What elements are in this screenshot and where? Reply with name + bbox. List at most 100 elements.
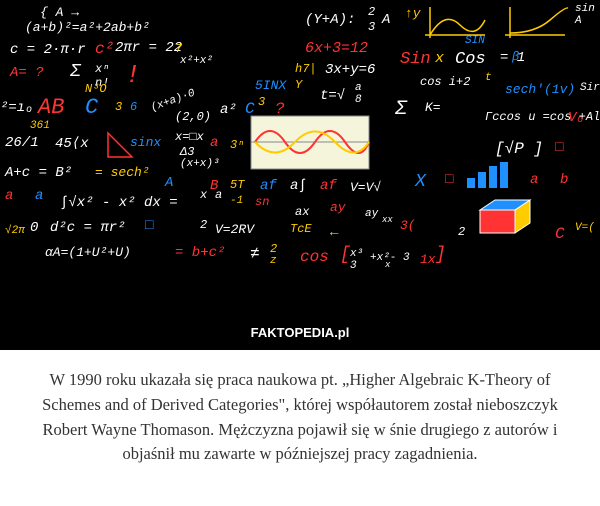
formula-text: x (385, 260, 390, 270)
formula-text: A (165, 175, 173, 191)
formula-text: cos (300, 248, 329, 266)
formula-text: Δ3 (180, 145, 194, 159)
formula-text: 3 (115, 100, 122, 114)
formula-text: αA=(1+U²+U) (45, 245, 131, 260)
formula-text: A= ? (10, 65, 44, 81)
formula-text: 2πr = 22 (115, 40, 182, 56)
formula-text: 3ⁿ (230, 138, 244, 152)
formula-text: ] (435, 245, 446, 265)
graph-box3d (475, 195, 535, 235)
formula-text: Σ (70, 62, 81, 82)
formula-text: C (85, 95, 98, 120)
formula-text: = sech² (95, 165, 150, 180)
formula-text: 2 (270, 242, 277, 256)
formula-text: A (382, 12, 390, 28)
formula-text: ax (295, 205, 309, 219)
formula-text: X (415, 172, 426, 192)
formula-text: sn (255, 195, 269, 209)
formula-text: (a+b)²=a²+2ab+b² (25, 20, 150, 35)
formula-text: a (35, 188, 43, 204)
formula-text: cos i+2 (420, 75, 470, 89)
formula-text: x³ (350, 248, 363, 260)
formula-text: ← (330, 225, 338, 241)
formula-text: ! (125, 60, 141, 90)
formula-text: Cos (455, 50, 486, 69)
formula-text: V=V√ (350, 180, 381, 195)
formula-text: ay (330, 200, 346, 215)
formula-text: 2 (458, 225, 465, 239)
formula-text: sin (575, 3, 595, 15)
watermark: FAKTOPEDIA.pl (245, 323, 356, 342)
formula-text: 0 (30, 220, 38, 236)
formula-text: a (355, 82, 362, 94)
formula-text: h7| (295, 62, 317, 76)
formula-text: Vₒ (568, 110, 585, 126)
formula-text: 2 (200, 218, 207, 232)
formula-text: { A → (40, 5, 79, 20)
formula-text: ∫√x² - x² dx = (60, 195, 178, 211)
formula-text: 6 (130, 100, 137, 114)
graph-axes (420, 5, 490, 40)
formula-text: c = 2·π·r (10, 42, 86, 58)
formula-text: ≠ (250, 245, 260, 263)
formula-text: sech'(1v) (505, 82, 575, 97)
formula-text: A+c = B² (5, 165, 72, 181)
formula-text: a (530, 172, 538, 188)
formula-text: 45⟨x (55, 135, 89, 152)
formula-text: N³O (85, 82, 107, 96)
formula-text: z (270, 255, 277, 267)
formula-text: V=2RV (215, 222, 254, 237)
formula-text: □ (555, 140, 563, 156)
math-formulas-background: { A →(a+b)²=a²+2ab+b² c = 2·π·r c²2πr = 22… (0, 0, 600, 350)
formula-text: d²c = πr² (50, 220, 126, 236)
formula-text: ²=ıₒ (0, 100, 34, 116)
formula-text: 3 (368, 20, 375, 34)
formula-text: 3 (258, 95, 265, 109)
formula-text: x (200, 188, 207, 202)
formula-text: Y (295, 78, 302, 92)
formula-text: √2π (5, 225, 25, 237)
formula-text: K= (425, 100, 441, 115)
formula-text: x=□x (175, 130, 204, 144)
formula-text: c² (95, 40, 114, 58)
formula-text: (x+x)³ (180, 158, 220, 170)
formula-text: (2,0) (175, 110, 211, 124)
formula-text: Sir (580, 82, 600, 94)
formula-text: V=( (575, 222, 595, 234)
formula-text: 8 (355, 94, 362, 106)
formula-text: -1 (230, 195, 243, 207)
formula-text: B (210, 178, 218, 194)
formula-text: x (435, 50, 444, 67)
formula-text: 361 (30, 120, 50, 132)
formula-text: xⁿ (95, 62, 109, 76)
graph-sinwave (250, 115, 370, 170)
formula-text: 6x+3=12 (305, 40, 368, 57)
formula-text: 3( (400, 218, 416, 233)
formula-text: 7 (175, 42, 182, 56)
formula-text: af (320, 178, 337, 194)
formula-text: t=√ (320, 88, 345, 104)
formula-text: af (260, 178, 277, 194)
formula-text: AB (38, 95, 64, 120)
formula-text: 3x+y=6 (325, 62, 375, 78)
formula-text: [√P ] (495, 140, 543, 158)
graph-chart (465, 160, 510, 190)
formula-text: □ (145, 218, 153, 234)
graph-curve (500, 5, 570, 40)
formula-text: t (485, 72, 492, 84)
formula-text: = b+c² (175, 245, 225, 261)
formula-text: x²+x² (180, 55, 213, 67)
formula-text: β (512, 50, 519, 64)
formula-text: A (575, 15, 582, 27)
formula-text: □ (445, 172, 453, 188)
formula-text: C (555, 225, 565, 243)
formula-text: (Y+A): (305, 12, 355, 28)
formula-text: a (5, 188, 13, 204)
formula-text: 5T (230, 178, 244, 192)
formula-text: Σ (395, 98, 407, 121)
formula-text: 26/1 (5, 135, 39, 151)
formula-text: 2 (368, 5, 375, 19)
formula-text: [ (340, 245, 351, 265)
caption-text: W 1990 roku ukazała się praca naukowa pt… (0, 350, 600, 485)
graph-triangle (105, 130, 135, 160)
